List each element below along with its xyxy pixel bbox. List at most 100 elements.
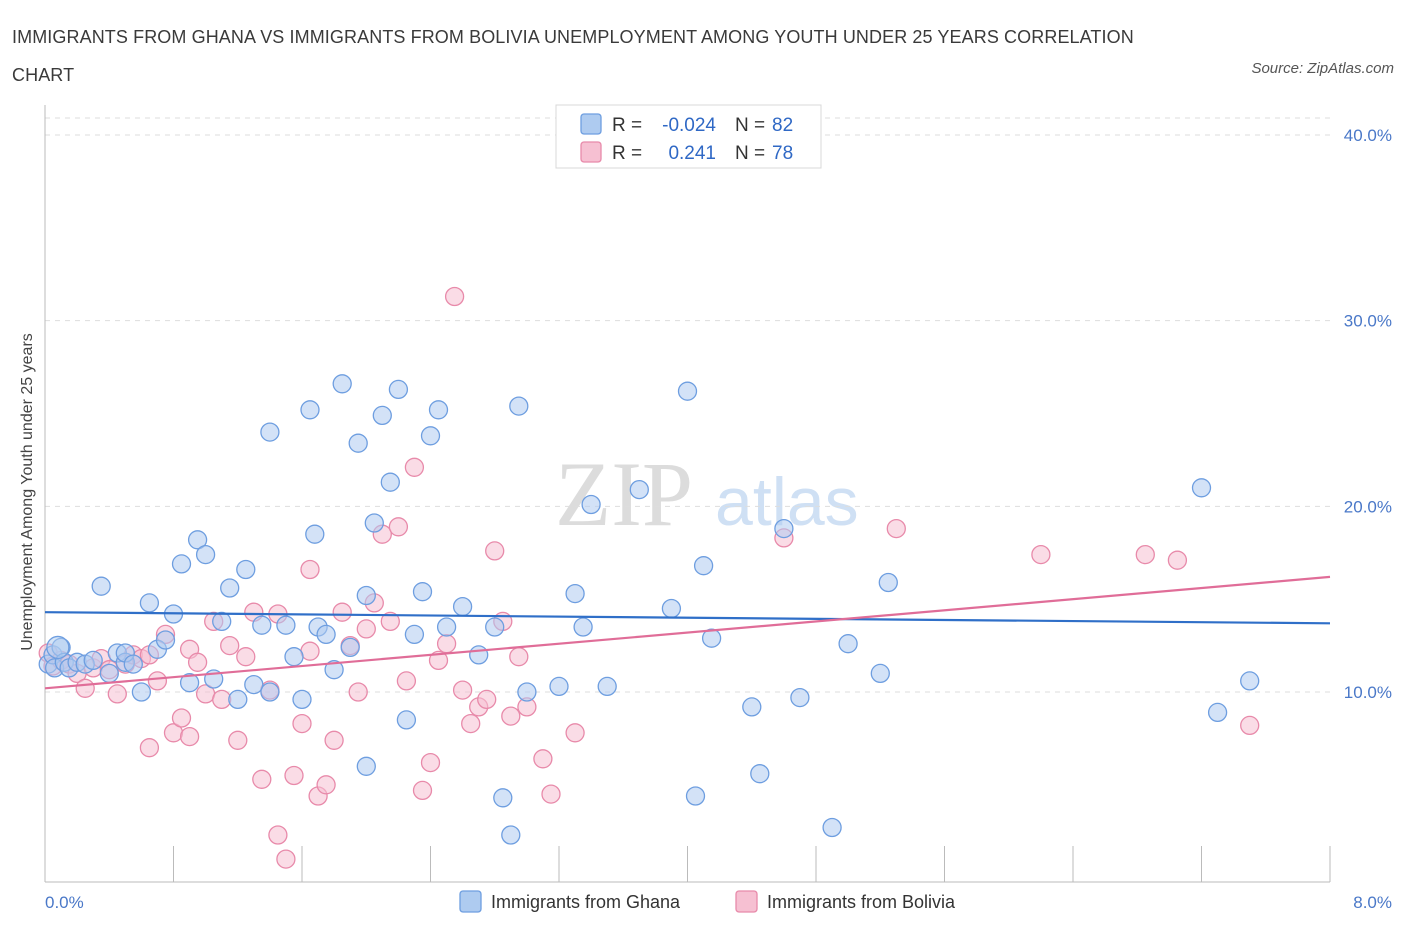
bottom-legend-label-bolivia: Immigrants from Bolivia — [767, 892, 956, 912]
ghana-point — [179, 673, 200, 693]
ghana-point — [469, 645, 489, 665]
ghana-point — [509, 396, 529, 416]
x-tick-label-min: 0.0% — [45, 893, 84, 912]
bolivia-point — [436, 634, 457, 654]
ghana-point — [187, 530, 208, 550]
chart-title: IMMIGRANTS FROM GHANA VS IMMIGRANTS FROM… — [12, 27, 1134, 85]
bolivia-point — [565, 723, 585, 743]
y-tick-label: 10.0% — [1344, 683, 1392, 702]
ghana-point — [220, 578, 240, 598]
ghana-point — [452, 596, 473, 617]
ghana-point — [236, 559, 256, 580]
bolivia-point — [485, 541, 505, 561]
ghana-point — [316, 624, 336, 645]
bolivia-point — [236, 647, 256, 667]
ghana-point — [83, 650, 103, 671]
ghana-point — [517, 682, 537, 702]
ghana-point — [356, 585, 376, 606]
ghana-point — [324, 660, 344, 680]
legend-swatch-ghana — [580, 113, 602, 135]
bolivia-point — [404, 457, 425, 477]
ghana-point — [870, 663, 890, 684]
ghana-point — [123, 654, 143, 674]
ghana-point — [878, 572, 898, 593]
ghana-point — [91, 576, 111, 596]
ghana-point — [501, 825, 521, 845]
bolivia-point — [107, 684, 127, 704]
ghana-point — [629, 479, 649, 500]
bolivia-point — [452, 680, 473, 700]
gridlines — [45, 117, 1330, 693]
bolivia-point — [412, 780, 433, 801]
ghana-point — [46, 635, 70, 660]
bolivia-point — [316, 775, 336, 795]
bolivia-point — [268, 825, 288, 845]
bolivia-point — [501, 706, 521, 726]
ghana-point — [292, 689, 312, 710]
tick-labels: 10.0% 20.0% 30.0% 40.0% 0.0% 8.0% — [45, 126, 1392, 912]
bolivia-point — [332, 602, 352, 622]
ghana-point — [1240, 671, 1260, 691]
source-label: Source: ZipAtlas.com — [1251, 60, 1394, 77]
bolivia-point — [179, 726, 200, 747]
ghana-point — [99, 663, 119, 684]
bottom-legend-label-ghana: Immigrants from Ghana — [491, 892, 681, 912]
ghana-point — [340, 637, 360, 658]
bolivia-point — [509, 647, 529, 667]
ghana-point — [549, 676, 569, 697]
ghana-point — [356, 756, 376, 776]
ghana-point — [195, 544, 216, 565]
bottom-legend-swatch-bolivia — [735, 890, 758, 913]
ghana-point — [332, 374, 352, 394]
ghana-point — [252, 615, 272, 635]
ghana-point — [348, 433, 368, 453]
bolivia-point — [444, 286, 465, 307]
bolivia-point — [300, 641, 320, 661]
ghana-point — [428, 400, 449, 420]
bolivia-point — [276, 849, 296, 869]
ghana-point — [372, 405, 392, 426]
bottom-legend-swatch-ghana — [459, 890, 482, 913]
bolivia-point — [1031, 544, 1051, 565]
bolivia-point — [1135, 544, 1155, 565]
trend-lines — [44, 575, 1331, 690]
ghana-point — [284, 647, 304, 667]
ghana-point — [838, 634, 858, 654]
bolivia-point — [252, 769, 272, 789]
bolivia-point — [886, 518, 906, 539]
bolivia-point — [396, 671, 417, 691]
bolivia-point — [324, 730, 344, 750]
ghana-point — [212, 611, 232, 632]
ghana-trend-line — [44, 611, 1331, 625]
legend-n-value-bolivia: 78 — [772, 143, 793, 164]
ghana-point — [565, 583, 585, 604]
ghana-point — [131, 682, 152, 702]
ghana-point — [661, 598, 682, 619]
ghana-point — [485, 617, 505, 637]
bolivia-point — [212, 689, 232, 710]
x-tick-label-max: 8.0% — [1353, 893, 1392, 912]
top-legend: R = -0.024 N = 82 R = 0.241 N = 78 — [555, 104, 822, 169]
legend-n-label-ghana: N = — [735, 115, 765, 136]
bolivia-trend-line — [44, 575, 1331, 690]
bolivia-point — [171, 708, 192, 728]
bolivia-point — [541, 784, 561, 804]
bolivia-point — [284, 765, 304, 786]
ghana-points — [38, 374, 1260, 845]
ghana-point — [774, 518, 794, 539]
ghana-point — [260, 422, 280, 442]
y-axis-label: Unemployment Among Youth under 25 years — [19, 333, 36, 651]
ghana-point — [822, 817, 842, 838]
bolivia-points — [38, 286, 1260, 869]
bolivia-point — [1167, 550, 1188, 570]
bolivia-point — [348, 682, 368, 702]
bottom-legend: Immigrants from Ghana Immigrants from Bo… — [459, 890, 956, 913]
ghana-point — [305, 524, 325, 544]
bolivia-point — [380, 611, 400, 632]
legend-r-value-bolivia: 0.241 — [668, 143, 716, 164]
bolivia-point — [388, 517, 409, 537]
ghana-point — [1207, 702, 1228, 723]
bolivia-point — [533, 749, 553, 769]
ghana-point — [276, 615, 296, 635]
legend-r-label-ghana: R = — [612, 115, 642, 136]
